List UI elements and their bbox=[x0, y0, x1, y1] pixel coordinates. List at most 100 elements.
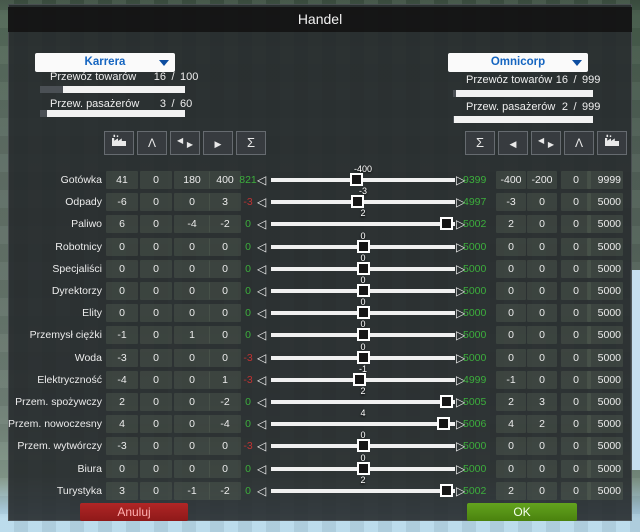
row-label: Biura bbox=[77, 462, 102, 475]
slider-decrease-button[interactable] bbox=[257, 347, 266, 369]
slider-decrease-button[interactable] bbox=[257, 369, 266, 391]
transfer-arrows-icon-button[interactable]: ◀ ▶ bbox=[170, 131, 200, 155]
cancel-button[interactable]: Anuluj bbox=[80, 503, 188, 521]
right-passenger-progressbar bbox=[453, 116, 593, 123]
table-row: Elektryczność -4 0 0 1 -3 -1 4999 -1 0 0… bbox=[0, 364, 640, 391]
right-cell-3: 0 bbox=[561, 459, 591, 478]
right-cell-2: -200 bbox=[527, 171, 557, 189]
right-cell-3: 0 bbox=[561, 348, 591, 367]
factory-icon bbox=[604, 134, 620, 152]
right-max-value: 5000 bbox=[587, 481, 623, 500]
slider-handle[interactable] bbox=[356, 328, 370, 342]
slider-handle[interactable] bbox=[356, 350, 370, 364]
right-net-value: 4999 bbox=[463, 373, 487, 386]
factory-icon-button[interactable] bbox=[597, 131, 627, 155]
trade-amount-slider[interactable]: -1 bbox=[271, 364, 455, 386]
trade-amount-slider[interactable]: 0 bbox=[271, 275, 455, 297]
slider-handle[interactable] bbox=[440, 395, 454, 408]
sum-icon-button[interactable]: Σ bbox=[236, 131, 266, 155]
slider-decrease-button[interactable] bbox=[257, 480, 266, 502]
trade-amount-slider[interactable]: -3 bbox=[271, 186, 455, 209]
slider-handle[interactable] bbox=[436, 417, 450, 431]
trade-amount-slider[interactable]: 2 bbox=[271, 208, 455, 231]
right-cell-1: 0 bbox=[496, 282, 526, 300]
slider-handle[interactable] bbox=[356, 439, 370, 453]
slider-handle[interactable] bbox=[349, 173, 363, 186]
slider-decrease-button[interactable] bbox=[257, 413, 266, 435]
slider-handle[interactable] bbox=[440, 483, 454, 497]
factory-icon-button[interactable] bbox=[104, 131, 134, 155]
slider-decrease-button[interactable] bbox=[257, 435, 266, 457]
trade-amount-slider[interactable]: 0 bbox=[271, 297, 455, 320]
slider-decrease-button[interactable] bbox=[257, 258, 266, 280]
slider-handle[interactable] bbox=[440, 217, 454, 231]
slider-decrease-button[interactable] bbox=[257, 280, 266, 302]
row-label: Woda bbox=[74, 351, 102, 364]
right-cell-2: 0 bbox=[527, 282, 557, 300]
slider-handle[interactable] bbox=[356, 306, 370, 320]
right-cell-2: 0 bbox=[527, 326, 557, 345]
right-company-dropdown[interactable]: Omnicorp bbox=[448, 53, 588, 72]
transfer-arrows-icon: ◀ ▶ bbox=[538, 136, 554, 149]
slider-handle[interactable] bbox=[351, 195, 365, 209]
right-net-value: 5000 bbox=[463, 329, 487, 342]
sum-icon-button[interactable]: Σ bbox=[465, 131, 495, 155]
trade-amount-slider[interactable]: 4 bbox=[271, 408, 455, 431]
left-goods-transport-value: 16 100 bbox=[136, 71, 216, 83]
trade-amount-slider[interactable]: 0 bbox=[271, 231, 455, 253]
right-cell-3: 0 bbox=[561, 437, 591, 456]
left-cell-3: 0 bbox=[174, 304, 210, 323]
left-cell-4: -2 bbox=[209, 393, 241, 411]
left-cell-2: 0 bbox=[140, 326, 172, 345]
slider-decrease-button[interactable] bbox=[257, 391, 266, 413]
slider-decrease-button[interactable] bbox=[257, 236, 266, 258]
compass-icon: Λ bbox=[574, 136, 583, 150]
left-cell-4: 1 bbox=[209, 370, 241, 389]
left-cell-1: 0 bbox=[106, 304, 138, 323]
trade-amount-slider[interactable]: 0 bbox=[271, 253, 455, 275]
trade-amount-slider[interactable]: 0 bbox=[271, 430, 455, 453]
trade-amount-slider[interactable]: 2 bbox=[271, 386, 455, 408]
slider-decrease-button[interactable] bbox=[257, 324, 266, 346]
right-net-value: 9399 bbox=[463, 174, 487, 186]
transfer-arrows-icon-button[interactable]: ◀ ▶ bbox=[531, 131, 561, 155]
right-cell-3: 0 bbox=[561, 304, 591, 323]
slider-decrease-button[interactable] bbox=[257, 302, 266, 324]
send-left-icon-button[interactable]: ◀ bbox=[498, 131, 528, 155]
send-right-icon-button[interactable]: ▶ bbox=[203, 131, 233, 155]
right-max-value: 5000 bbox=[587, 415, 623, 434]
slider-handle[interactable] bbox=[353, 372, 367, 386]
left-cell-1: 2 bbox=[106, 393, 138, 411]
left-cell-2: 0 bbox=[140, 348, 172, 367]
left-cell-2: 0 bbox=[140, 237, 172, 256]
right-cell-3: 0 bbox=[561, 481, 591, 500]
slider-handle[interactable] bbox=[356, 461, 370, 475]
left-cell-3: 0 bbox=[174, 348, 210, 367]
left-company-dropdown[interactable]: Karrera bbox=[35, 53, 175, 72]
trade-amount-slider[interactable]: 2 bbox=[271, 475, 455, 497]
slider-decrease-button[interactable] bbox=[257, 169, 266, 191]
factory-icon bbox=[111, 134, 127, 152]
left-cell-3: 1 bbox=[174, 326, 210, 345]
trade-amount-slider[interactable]: 0 bbox=[271, 453, 455, 475]
slider-handle[interactable] bbox=[356, 239, 370, 253]
right-cell-1: 2 bbox=[496, 481, 526, 500]
left-cell-4: 3 bbox=[209, 193, 241, 212]
trade-amount-slider[interactable]: 0 bbox=[271, 342, 455, 364]
trade-amount-slider[interactable]: -400 bbox=[271, 164, 455, 186]
compass-icon-button[interactable]: Λ bbox=[564, 131, 594, 155]
slider-decrease-button[interactable] bbox=[257, 213, 266, 235]
right-net-value: 5000 bbox=[463, 240, 487, 253]
right-cell-2: 0 bbox=[527, 215, 557, 234]
stat-separator bbox=[568, 101, 582, 113]
slider-handle[interactable] bbox=[356, 261, 370, 275]
compass-icon-button[interactable]: Λ bbox=[137, 131, 167, 155]
slider-decrease-button[interactable] bbox=[257, 191, 266, 213]
slider-handle[interactable] bbox=[356, 284, 370, 297]
right-cell-2: 0 bbox=[527, 259, 557, 278]
ok-button[interactable]: OK bbox=[467, 503, 577, 521]
background-map-water bbox=[630, 270, 640, 470]
trade-amount-slider[interactable]: 0 bbox=[271, 319, 455, 342]
slider-decrease-button[interactable] bbox=[257, 458, 266, 480]
left-net-value: 0 bbox=[245, 218, 251, 231]
